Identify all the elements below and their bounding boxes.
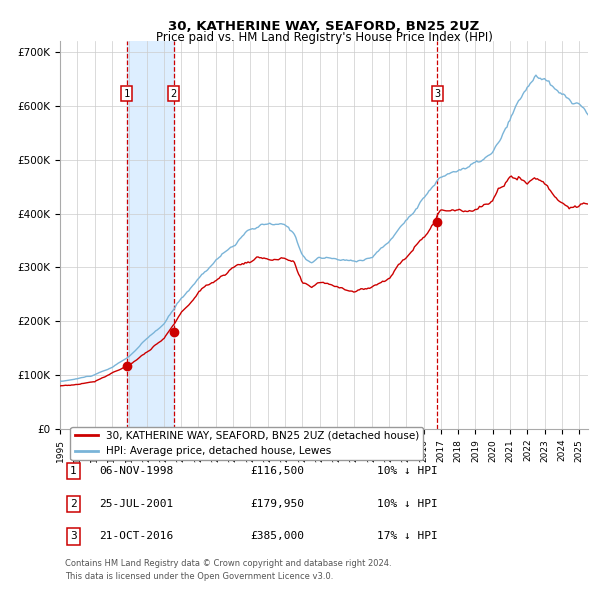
Text: 3: 3	[434, 88, 440, 99]
Text: 2: 2	[170, 88, 176, 99]
Text: 25-JUL-2001: 25-JUL-2001	[100, 499, 174, 509]
Text: 10% ↓ HPI: 10% ↓ HPI	[377, 466, 437, 476]
Bar	[127, 41, 173, 429]
Text: 21-OCT-2016: 21-OCT-2016	[100, 532, 174, 542]
Text: £385,000: £385,000	[250, 532, 304, 542]
Text: 1: 1	[124, 88, 130, 99]
Text: Price paid vs. HM Land Registry's House Price Index (HPI): Price paid vs. HM Land Registry's House …	[155, 31, 493, 44]
Text: 1: 1	[70, 466, 77, 476]
Text: £179,950: £179,950	[250, 499, 304, 509]
Text: 2: 2	[70, 499, 77, 509]
Text: 06-NOV-1998: 06-NOV-1998	[100, 466, 174, 476]
Text: 17% ↓ HPI: 17% ↓ HPI	[377, 532, 437, 542]
Text: £116,500: £116,500	[250, 466, 304, 476]
Text: Contains HM Land Registry data © Crown copyright and database right 2024.: Contains HM Land Registry data © Crown c…	[65, 559, 392, 568]
Text: 30, KATHERINE WAY, SEAFORD, BN25 2UZ: 30, KATHERINE WAY, SEAFORD, BN25 2UZ	[169, 20, 479, 33]
Legend: 30, KATHERINE WAY, SEAFORD, BN25 2UZ (detached house), HPI: Average price, detac: 30, KATHERINE WAY, SEAFORD, BN25 2UZ (de…	[70, 427, 424, 460]
Text: This data is licensed under the Open Government Licence v3.0.: This data is licensed under the Open Gov…	[65, 572, 334, 581]
Text: 3: 3	[70, 532, 77, 542]
Text: 10% ↓ HPI: 10% ↓ HPI	[377, 499, 437, 509]
